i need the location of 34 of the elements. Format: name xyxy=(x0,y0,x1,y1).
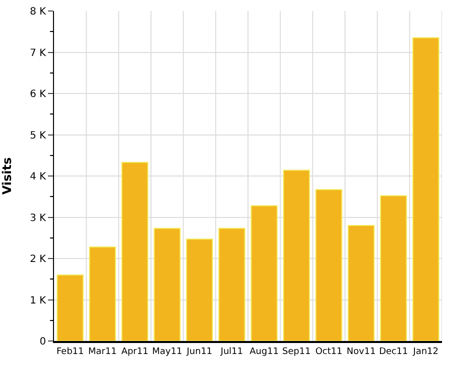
y-tick-label: 7 K xyxy=(30,48,46,59)
bar xyxy=(283,170,310,341)
bar xyxy=(412,37,440,341)
x-tick-label: May11 xyxy=(152,346,182,357)
bar xyxy=(250,205,278,341)
y-tick-label: 4 K xyxy=(30,172,46,182)
y-axis-title: Visits xyxy=(0,157,14,195)
bar xyxy=(121,162,148,341)
x-tick-label: Mar11 xyxy=(88,346,117,357)
bar xyxy=(186,238,213,341)
y-tick-label: 3 K xyxy=(30,212,46,224)
x-tick-label: Jun11 xyxy=(186,346,212,357)
x-tick-label: Jul11 xyxy=(220,346,243,357)
bar xyxy=(56,274,84,341)
x-tick-label: Feb11 xyxy=(56,346,84,357)
bar xyxy=(154,228,181,341)
y-tick-label: 6 K xyxy=(30,89,46,100)
bar xyxy=(380,195,407,341)
bar xyxy=(89,246,116,341)
y-tick-label: 0 xyxy=(40,336,46,348)
y-tick-label: 8 K xyxy=(30,6,46,18)
x-tick-label: Jan12 xyxy=(412,346,438,357)
bar xyxy=(218,228,246,341)
x-tick-label: Sep11 xyxy=(282,346,311,357)
y-tick-label: 5 K xyxy=(30,130,46,142)
bar xyxy=(315,189,342,341)
x-tick-label: Nov11 xyxy=(346,346,376,357)
x-tick-label: Dec11 xyxy=(379,346,408,357)
y-tick-label: 2 K xyxy=(30,254,46,265)
y-tick-label: 1 K xyxy=(30,295,46,306)
x-tick-label: Aug11 xyxy=(250,346,279,357)
x-tick-label: Apr11 xyxy=(121,346,148,357)
bar xyxy=(348,225,375,341)
x-tick-label: Oct11 xyxy=(315,346,342,357)
